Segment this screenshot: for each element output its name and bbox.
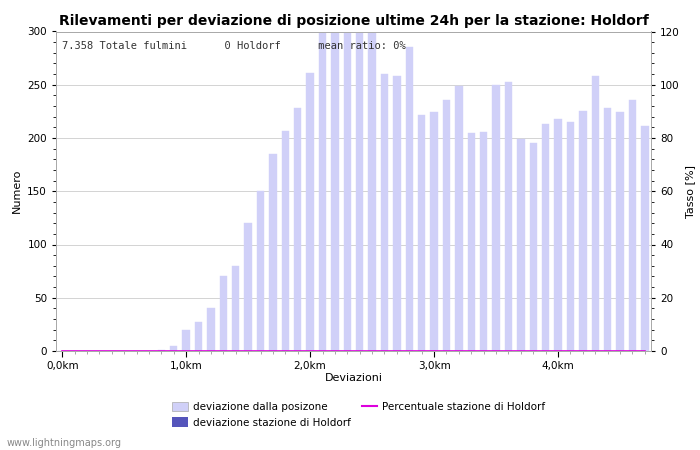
Bar (492, 85, 500, 351)
Bar (381, 74, 388, 351)
Text: www.lightningmaps.org: www.lightningmaps.org (7, 438, 122, 448)
Bar (393, 76, 400, 351)
Bar (318, 32, 326, 351)
Bar (405, 47, 413, 351)
Bar (418, 115, 426, 351)
Bar (244, 223, 252, 351)
Bar (616, 112, 624, 351)
Bar (592, 76, 599, 351)
Bar (195, 322, 202, 351)
Bar (294, 108, 302, 351)
Bar (368, 32, 376, 351)
Bar (220, 276, 227, 351)
Bar (629, 99, 636, 351)
Bar (529, 143, 537, 351)
Text: 7.358 Totale fulmini      0 Holdorf      mean ratio: 0%: 7.358 Totale fulmini 0 Holdorf mean rati… (62, 41, 406, 51)
Bar (344, 32, 351, 351)
Bar (270, 154, 276, 351)
Title: Rilevamenti per deviazione di posizione ultime 24h per la stazione: Holdorf: Rilevamenti per deviazione di posizione … (59, 14, 648, 27)
Bar (257, 191, 265, 351)
Bar (604, 108, 611, 351)
Bar (517, 139, 524, 351)
Legend: deviazione dalla posizone, deviazione stazione di Holdorf, Percentuale stazione : deviazione dalla posizone, deviazione st… (168, 398, 550, 432)
Bar (232, 266, 239, 351)
Bar (158, 350, 165, 351)
Bar (641, 126, 648, 351)
Bar (455, 86, 463, 351)
Bar (307, 73, 314, 351)
Bar (505, 81, 512, 351)
Y-axis label: Tasso [%]: Tasso [%] (685, 165, 695, 218)
Bar (170, 346, 178, 351)
X-axis label: Deviazioni: Deviazioni (325, 373, 382, 383)
Bar (207, 308, 215, 351)
Bar (542, 124, 550, 351)
Bar (183, 330, 190, 351)
Bar (281, 130, 289, 351)
Y-axis label: Numero: Numero (12, 169, 22, 213)
Bar (331, 32, 339, 351)
Bar (480, 131, 487, 351)
Bar (567, 122, 574, 351)
Bar (356, 32, 363, 351)
Bar (468, 133, 475, 351)
Bar (579, 112, 587, 351)
Bar (430, 112, 438, 351)
Bar (554, 119, 561, 351)
Bar (442, 99, 450, 351)
